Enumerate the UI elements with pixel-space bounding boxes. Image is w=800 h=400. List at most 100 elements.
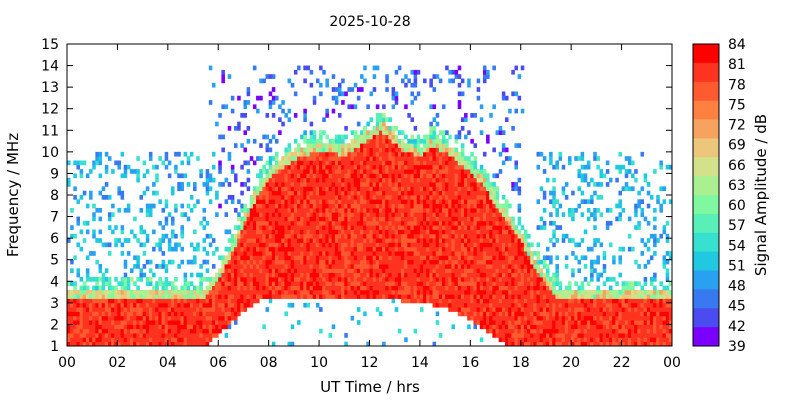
- heat-cell: [85, 255, 90, 261]
- heat-cell: [221, 307, 225, 312]
- heat-cell: [271, 182, 276, 187]
- heat-cell: [356, 216, 361, 222]
- heat-cell: [265, 233, 270, 239]
- heat-cell: [517, 207, 522, 213]
- heat-cell: [79, 337, 84, 343]
- heat-cell: [385, 138, 389, 144]
- heat-cell: [401, 186, 405, 192]
- heat-cell: [378, 199, 383, 205]
- heat-cell: [309, 229, 314, 235]
- heat-cell: [139, 276, 144, 282]
- heat-cell: [476, 190, 481, 196]
- heat-cell: [303, 156, 307, 161]
- heat-cell: [95, 151, 99, 157]
- heat-cell: [435, 134, 440, 140]
- heat-cell: [167, 333, 172, 338]
- heat-cell: [303, 186, 307, 192]
- heat-cell: [148, 298, 153, 304]
- heat-cell: [73, 315, 77, 321]
- heat-cell: [189, 289, 194, 295]
- heat-cell: [363, 125, 367, 131]
- heat-cell: [470, 225, 474, 230]
- heat-cell: [278, 246, 282, 252]
- heat-cell: [199, 276, 203, 282]
- heat-cell: [240, 225, 244, 230]
- heat-cell: [375, 134, 380, 140]
- heat-cell: [514, 333, 518, 338]
- heat-cell: [445, 216, 449, 222]
- heat-cell: [533, 320, 537, 325]
- heat-cell: [375, 160, 380, 166]
- heat-cell: [337, 138, 342, 144]
- heat-cell: [441, 199, 446, 205]
- heat-cell: [545, 333, 550, 338]
- heat-cell: [356, 121, 361, 127]
- heat-cell: [369, 138, 374, 144]
- heat-cell: [476, 246, 481, 252]
- heat-cell: [315, 276, 320, 282]
- heat-cell: [482, 225, 487, 230]
- heat-cell: [473, 203, 478, 209]
- heat-cell: [202, 315, 207, 321]
- heat-cell: [284, 285, 288, 291]
- heat-cell: [224, 302, 229, 308]
- heat-cell: [423, 255, 427, 261]
- heat-cell: [533, 289, 537, 295]
- heat-cell: [246, 285, 251, 291]
- heat-cell: [76, 216, 80, 222]
- heat-cell: [394, 212, 399, 217]
- heat-cell: [145, 341, 150, 346]
- heat-cell: [259, 264, 263, 269]
- heat-cell: [259, 294, 263, 299]
- heat-cell: [284, 212, 288, 217]
- heat-cell: [331, 246, 336, 252]
- heat-cell: [268, 238, 273, 243]
- heat-cell: [256, 268, 260, 274]
- heat-cell: [312, 281, 317, 286]
- heat-cell: [448, 272, 452, 278]
- heat-cell: [467, 294, 471, 299]
- heat-cell: [517, 315, 522, 321]
- heat-cell: [167, 320, 172, 325]
- heat-cell: [133, 216, 137, 222]
- heat-cell: [252, 268, 257, 274]
- heat-cell: [419, 216, 424, 222]
- heat-cell: [265, 195, 270, 200]
- heat-cell: [290, 225, 295, 230]
- heat-cell: [202, 324, 207, 330]
- heat-cell: [423, 229, 427, 235]
- heat-cell: [325, 195, 329, 200]
- heat-cell: [523, 328, 528, 334]
- heat-cell: [382, 341, 386, 346]
- heat-cell: [139, 311, 144, 317]
- heat-cell: [221, 320, 225, 325]
- heat-cell: [435, 121, 440, 127]
- heat-cell: [536, 320, 541, 325]
- heat-cell: [180, 302, 184, 308]
- heat-cell: [262, 294, 266, 299]
- heat-cell: [104, 289, 109, 295]
- heat-cell: [495, 246, 500, 252]
- heat-cell: [382, 216, 386, 222]
- heat-cell: [369, 212, 374, 217]
- heat-cell: [312, 207, 317, 213]
- heat-cell: [470, 186, 474, 192]
- heat-cell: [319, 212, 323, 217]
- heat-cell: [167, 298, 172, 304]
- heat-cell: [473, 207, 478, 213]
- heat-cell: [407, 259, 411, 265]
- heat-cell: [243, 281, 248, 286]
- heat-cell: [341, 164, 345, 170]
- heat-cell: [300, 216, 304, 222]
- heat-cell: [341, 151, 345, 157]
- heat-cell: [514, 264, 518, 269]
- heat-cell: [489, 311, 493, 317]
- heat-cell: [416, 186, 421, 192]
- heat-cell: [486, 264, 490, 269]
- heat-cell: [218, 311, 222, 317]
- heat-cell: [486, 69, 490, 75]
- heat-cell: [382, 121, 386, 127]
- heat-cell: [252, 264, 257, 269]
- heat-cell: [67, 324, 71, 330]
- heat-cell: [221, 104, 225, 110]
